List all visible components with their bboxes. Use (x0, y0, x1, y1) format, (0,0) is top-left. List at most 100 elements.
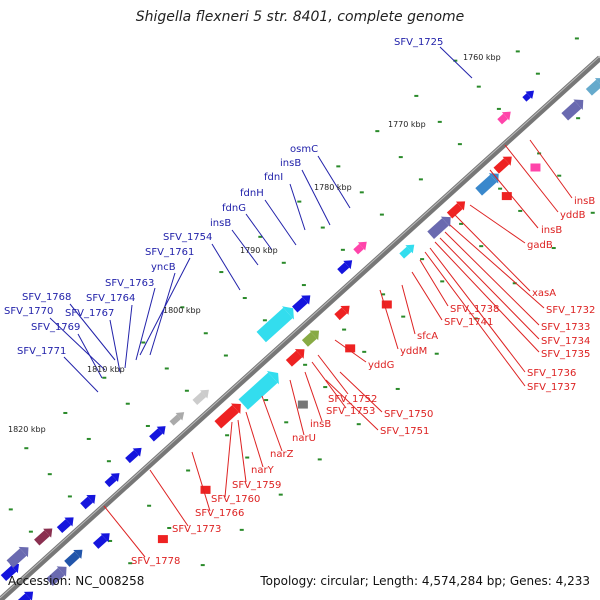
tick-dot (557, 174, 562, 177)
tick-dot (167, 526, 172, 529)
gene-label[interactable]: gadB (527, 240, 553, 251)
gene-label[interactable]: insB (310, 419, 331, 430)
gene-label[interactable]: SFV_1754 (163, 232, 212, 243)
feature-body (238, 372, 278, 410)
tick-dot (180, 306, 185, 309)
gene-label[interactable]: SFV_1741 (444, 317, 493, 328)
tick-dot (242, 297, 247, 300)
plus-feature (104, 473, 120, 488)
gene-label[interactable]: insB (210, 218, 231, 229)
gene-label[interactable]: yddG (368, 360, 394, 371)
leader-line (224, 421, 233, 498)
gene-label[interactable]: SFV_1773 (172, 524, 221, 535)
gene-label[interactable]: SFV_1768 (22, 292, 71, 303)
gene-label[interactable]: SFV_1767 (65, 308, 114, 319)
plus-feature (256, 306, 294, 343)
tick-dot (479, 245, 484, 248)
tick-dot (401, 315, 406, 318)
tick-dot (147, 504, 152, 507)
gene-label[interactable]: osmC (290, 144, 318, 155)
gene-label[interactable]: fdnI (264, 172, 283, 183)
gene-label[interactable]: SFV_1759 (232, 480, 281, 491)
plus-feature (6, 546, 29, 568)
gene-label[interactable]: SFV_1753 (326, 406, 375, 417)
gene-label[interactable]: SFV_1769 (31, 322, 80, 333)
feature-body (6, 548, 27, 568)
gene-label[interactable]: fdnG (222, 203, 246, 214)
leader-line (339, 371, 383, 413)
gene-label[interactable]: SFV_1736 (527, 368, 576, 379)
feature-head (440, 216, 451, 228)
feature-head (64, 517, 74, 527)
leader-line (191, 451, 211, 512)
gene-label[interactable]: insB (574, 196, 595, 207)
tick-label: 1810 kbp (87, 365, 125, 374)
tick-dot (457, 143, 462, 146)
gene-label[interactable]: SFV_1771 (17, 346, 66, 357)
gene-label[interactable]: narZ (270, 449, 294, 460)
feature-head (73, 549, 83, 559)
gene-label[interactable]: SFV_1751 (380, 426, 429, 437)
leader-line (325, 379, 379, 431)
gene-label[interactable]: SFV_1752 (328, 394, 377, 405)
gene-label[interactable]: SFV_1732 (546, 305, 595, 316)
tick-dot (440, 280, 445, 283)
feature-body (56, 519, 72, 534)
gene-label[interactable]: SFV_1760 (211, 494, 260, 505)
gene-label[interactable]: xasA (532, 288, 556, 299)
gene-label[interactable]: narY (251, 465, 275, 476)
tick-dot (336, 165, 341, 168)
gene-label[interactable]: SFV_1733 (541, 322, 590, 333)
tick-dot (453, 59, 458, 62)
leader-line (317, 354, 349, 395)
gene-label[interactable]: SFV_1734 (541, 336, 590, 347)
map-title: Shigella flexneri 5 str. 8401, complete … (135, 9, 465, 25)
tick-dot (340, 248, 345, 251)
gene-label[interactable]: sfcA (417, 331, 438, 342)
gene-label[interactable]: SFV_1750 (384, 409, 433, 420)
gene-label[interactable]: SFV_1778 (131, 556, 180, 567)
leader-line (245, 411, 264, 468)
outer-feature (200, 485, 211, 494)
tick-dot (164, 367, 169, 370)
feature-body (64, 551, 80, 567)
gene-label[interactable]: SFV_1738 (450, 304, 499, 315)
minus-feature (585, 78, 600, 96)
feature-head (501, 111, 511, 121)
gene-label[interactable]: insB (280, 158, 301, 169)
genome-backbone-highlight (0, 55, 600, 599)
gene-label[interactable]: SFV_1737 (527, 382, 576, 393)
tick-dot (395, 387, 400, 390)
gene-label[interactable]: SFV_1766 (195, 508, 244, 519)
leader-line (489, 169, 539, 229)
gene-label[interactable]: SFV_1761 (145, 247, 194, 258)
gene-label[interactable]: fdnH (240, 188, 264, 199)
gene-label[interactable]: yncB (151, 262, 176, 273)
tick-dot (359, 191, 364, 194)
minus-feature (493, 156, 512, 174)
leader-line (529, 139, 573, 199)
gene-label[interactable]: yddM (400, 346, 427, 357)
gene-label[interactable]: yddB (560, 210, 586, 221)
leader-line (69, 303, 116, 361)
gene-label[interactable]: SFV_1763 (105, 278, 154, 289)
plus-feature (497, 111, 511, 125)
tick-dot (551, 247, 556, 250)
feature-head (502, 156, 512, 166)
gene-label[interactable]: SFV_1770 (4, 306, 53, 317)
feature-body (34, 530, 50, 546)
leader-line (63, 356, 99, 393)
gene-label[interactable]: SFV_1764 (86, 293, 135, 304)
tick-dot (86, 437, 91, 440)
tick-dot (141, 341, 146, 344)
tick-dot (356, 423, 361, 426)
gene-label[interactable]: insB (541, 225, 562, 236)
tick-dot (375, 130, 380, 133)
gene-label[interactable]: SFV_1735 (541, 349, 590, 360)
feature-head (525, 90, 535, 100)
tick-dot (535, 72, 540, 75)
tick-dot (512, 282, 517, 285)
gene-label[interactable]: SFV_1725 (394, 37, 443, 48)
gene-label[interactable]: narU (292, 433, 316, 444)
tick-dot (515, 50, 520, 53)
